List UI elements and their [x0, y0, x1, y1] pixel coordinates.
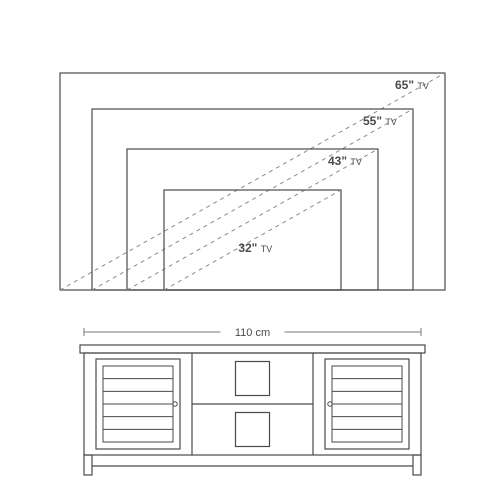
width-label: 110 cm: [235, 327, 270, 339]
tv-size-rects: 65" TV 55" TV 43" TV 32" TV: [60, 73, 445, 290]
tv-size-label: 55" TV: [363, 114, 397, 128]
tv-size-label: 43" TV: [328, 154, 362, 168]
tv-size-label: 65" TV: [395, 78, 429, 92]
width-dimension: 110 cm: [84, 327, 421, 339]
cabinet: [80, 345, 425, 475]
tv-size-label: 32" TV: [238, 241, 272, 255]
tv-size-diagram: 65" TV 55" TV 43" TV 32" TV 110 cm: [0, 0, 500, 500]
